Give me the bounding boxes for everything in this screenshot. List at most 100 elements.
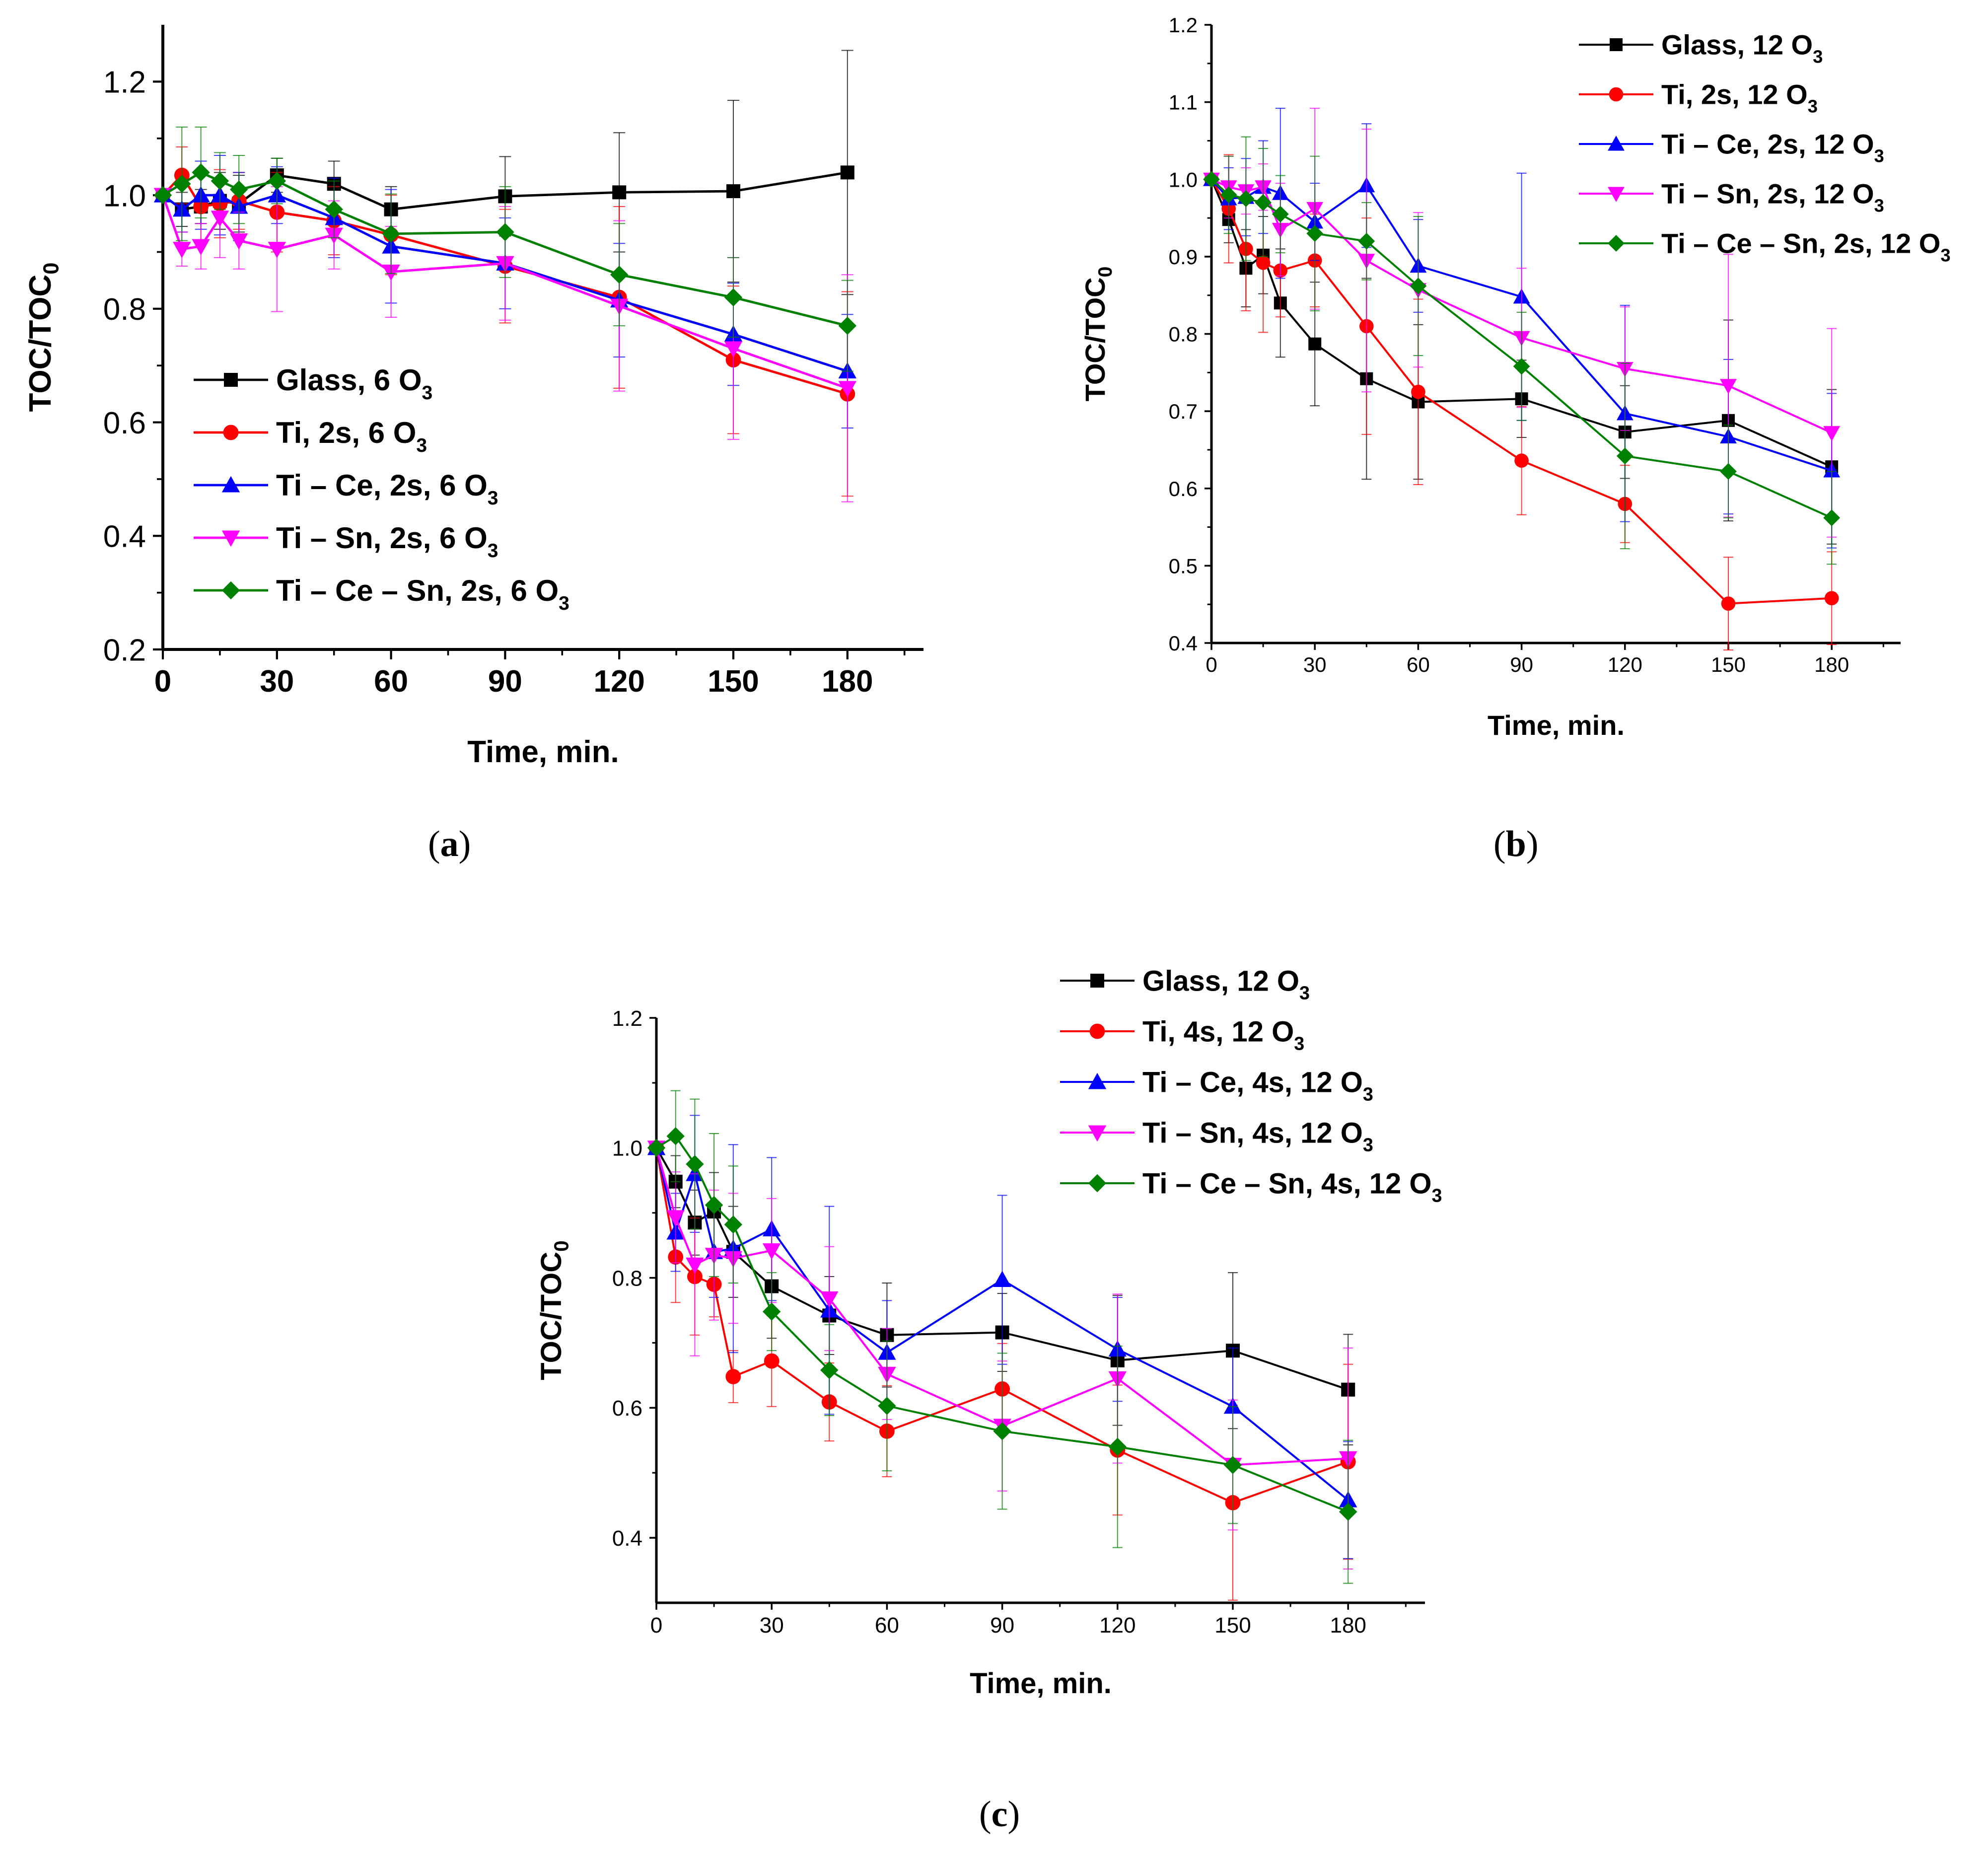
legend-label: Ti, 2s, 6 O3 [276, 416, 427, 456]
legend-marker [1088, 1125, 1107, 1142]
legend-marker [221, 530, 240, 547]
data-point [724, 1215, 742, 1234]
legend-label-subscript: 3 [416, 435, 427, 456]
legend-label-subscript: 3 [1294, 1033, 1304, 1054]
y-tick-label: 0.2 [103, 633, 146, 667]
data-point [1616, 447, 1633, 465]
legend-label-text: Ti, 2s, 6 O [276, 416, 416, 449]
x-tick-label: 0 [1206, 653, 1217, 676]
legend-label-text: Ti – Ce, 2s, 6 O [276, 469, 488, 502]
y-tick-label: 0.6 [1169, 477, 1198, 500]
data-point [1237, 190, 1255, 208]
data-point [1411, 384, 1425, 399]
y-tick-label: 0.7 [1169, 400, 1198, 423]
data-point [820, 1291, 839, 1308]
legend-label-subscript: 3 [1874, 145, 1884, 166]
y-tick-label: 0.8 [1169, 323, 1198, 346]
data-point [993, 1422, 1011, 1440]
legend-label: Ti – Ce, 4s, 12 O3 [1142, 1066, 1373, 1104]
legend-marker [1088, 1174, 1107, 1193]
legend-label-subscript: 3 [1940, 245, 1950, 265]
legend-marker [1609, 87, 1624, 102]
legend-label-subscript: 3 [559, 593, 569, 614]
legend-marker [221, 476, 240, 493]
x-tick-label: 120 [1099, 1613, 1136, 1638]
data-point [1339, 1502, 1357, 1521]
data-point [878, 1397, 896, 1415]
data-point [173, 242, 191, 258]
data-point [666, 1127, 685, 1145]
x-tick-label: 0 [154, 664, 171, 699]
data-point [1823, 426, 1841, 441]
x-tick-label: 60 [875, 1613, 899, 1638]
x-axis-label: Time, min. [467, 735, 619, 769]
data-point [192, 239, 210, 256]
legend-marker [223, 425, 239, 440]
y-tick-label: 1.0 [1169, 168, 1198, 191]
y-axis-label-main: TOC/TOC [535, 1252, 568, 1380]
data-point [838, 316, 856, 335]
data-point [764, 1353, 780, 1369]
y-axis-label-main: TOC/TOC [1079, 277, 1111, 401]
chart-b: 0 30 60 90 120 150 1800.40.50.60.70.80.91.01.1… [1079, 13, 1951, 741]
legend-marker [224, 373, 238, 387]
y-axis-label-subscript: 0 [40, 263, 64, 275]
x-tick-label: 180 [822, 664, 873, 699]
y-tick-label: 0.6 [612, 1396, 642, 1421]
x-tick-label: 150 [708, 664, 759, 699]
data-point [1203, 171, 1220, 188]
data-point [1272, 206, 1289, 223]
y-tick-label: 1.2 [612, 1006, 642, 1031]
series-5 [647, 1090, 1357, 1584]
data-point [496, 223, 514, 241]
legend-label-text: Ti – Sn, 4s, 12 O [1142, 1117, 1363, 1149]
y-axis-label: TOC/TOC0 [1079, 267, 1116, 402]
data-point [211, 211, 229, 227]
caption-a: (a) [428, 824, 471, 864]
legend-label-subscript: 3 [1299, 983, 1310, 1003]
x-tick-label: 60 [1407, 653, 1430, 676]
legend-label: Ti, 4s, 12 O3 [1142, 1015, 1304, 1054]
x-tick-label: 90 [488, 664, 522, 699]
legend-label-subscript: 3 [488, 488, 498, 509]
x-tick-label: 150 [1711, 653, 1746, 676]
x-axis-label: Time, min. [970, 1667, 1112, 1700]
y-tick-label: 1.2 [103, 66, 146, 100]
data-point [840, 165, 854, 180]
legend-label-subscript: 3 [1813, 46, 1823, 67]
x-tick-label: 90 [1510, 653, 1533, 676]
legend-label-text: Glass, 6 O [276, 363, 422, 397]
data-point [1255, 194, 1272, 211]
data-point [325, 200, 343, 218]
data-point [724, 288, 743, 307]
y-tick-label: 0.5 [1169, 554, 1198, 577]
y-axis-label-subscript: 0 [1095, 267, 1116, 278]
data-point [1823, 509, 1841, 526]
data-point [666, 1210, 685, 1227]
x-tick-label: 150 [1214, 1613, 1251, 1638]
series-line [655, 1147, 1349, 1501]
data-point [610, 266, 629, 284]
data-point [1256, 256, 1271, 270]
data-point [1720, 463, 1737, 480]
data-point [725, 1369, 741, 1384]
data-point [1220, 186, 1237, 204]
legend-label-text: Glass, 12 O [1142, 965, 1299, 997]
legend-label: Ti – Sn, 2s, 6 O3 [276, 521, 498, 562]
data-point [1358, 232, 1375, 250]
y-tick-label: 1.2 [1169, 13, 1198, 37]
data-point [382, 224, 400, 243]
legend-label-text: Ti – Ce – Sn, 2s, 12 O [1661, 228, 1940, 259]
legend-label-text: Ti, 4s, 12 O [1142, 1015, 1294, 1048]
caption-b: (b) [1493, 824, 1539, 864]
data-point [268, 172, 286, 190]
legend-marker [1089, 1023, 1105, 1039]
y-tick-label: 1.0 [612, 1137, 642, 1161]
data-point [647, 1139, 666, 1157]
legend-label-subscript: 3 [1808, 96, 1818, 116]
legend-label-text: Ti – Sn, 2s, 12 O [1661, 178, 1874, 210]
series-5 [153, 126, 856, 372]
x-axis-label: Time, min. [1488, 710, 1625, 741]
